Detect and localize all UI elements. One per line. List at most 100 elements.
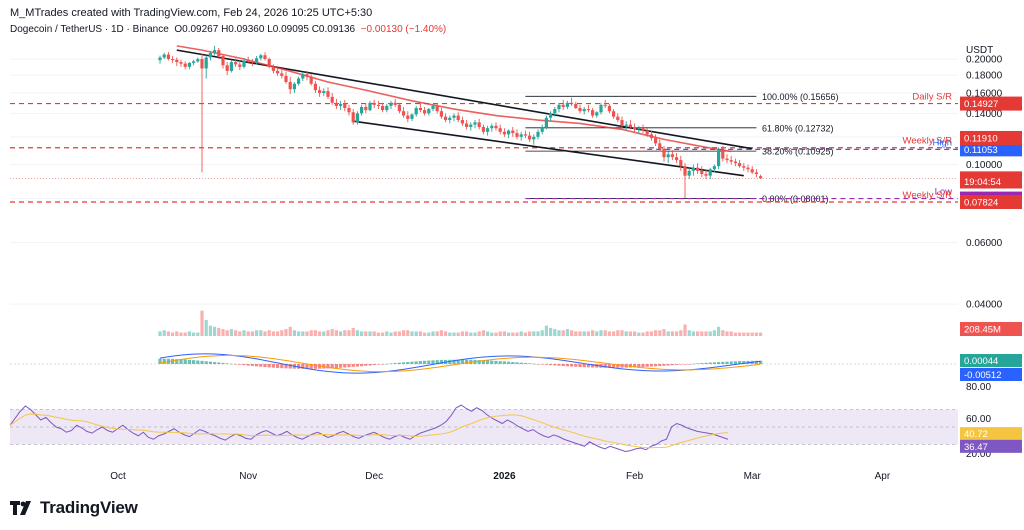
macd-histogram-bar: [196, 360, 200, 364]
macd-histogram-bar: [179, 359, 183, 364]
candle: [255, 56, 259, 65]
macd-histogram-bar: [259, 364, 263, 367]
candle: [649, 130, 653, 141]
volume-bar: [334, 330, 338, 336]
candle: [586, 104, 590, 113]
volume-bar: [725, 331, 729, 336]
candle: [712, 164, 716, 173]
tradingview-logo: TradingView: [10, 498, 138, 518]
candle: [309, 74, 313, 86]
candle-body: [410, 114, 414, 119]
volume-bar: [246, 331, 250, 336]
volume-bar: [263, 331, 267, 336]
volume-bar: [700, 331, 704, 336]
macd-histogram-bar: [406, 361, 410, 364]
candle-body: [242, 60, 246, 67]
volume-bar: [473, 332, 477, 336]
volume-bar: [217, 327, 221, 336]
candle-body: [565, 102, 569, 107]
volume-bar: [376, 332, 380, 336]
price-tag: [960, 130, 1022, 145]
volume-bar: [305, 331, 309, 336]
volume-bar: [389, 332, 393, 336]
macd-histogram-bar: [586, 364, 590, 368]
macd-histogram-bar: [544, 364, 548, 365]
candle: [204, 55, 208, 79]
candle: [284, 71, 288, 84]
volume-bar: [288, 326, 292, 336]
macd-histogram-bar: [221, 362, 225, 364]
sr-level-name: Daily S/R: [912, 92, 952, 103]
macd-histogram-bar: [691, 363, 695, 365]
macd-histogram-bar: [343, 364, 347, 368]
macd-histogram-bar: [553, 364, 557, 366]
candle: [259, 53, 263, 61]
candle-body: [414, 108, 418, 115]
macd-histogram-bar: [360, 364, 364, 367]
volume-bar: [229, 329, 233, 336]
sr-level-name: Low: [935, 187, 953, 198]
candle: [666, 151, 670, 164]
macd-histogram-bar: [460, 359, 464, 364]
macd-histogram-bar: [238, 364, 242, 365]
candle: [641, 124, 645, 134]
candle: [687, 167, 691, 179]
candle: [414, 105, 418, 117]
macd-histogram-bar: [700, 363, 704, 364]
candle-body: [192, 61, 196, 63]
macd-histogram-bar: [725, 361, 729, 364]
candle: [166, 51, 170, 61]
candle: [628, 120, 632, 130]
candle: [675, 152, 679, 164]
volume-bar: [301, 331, 305, 336]
price-chart[interactable]: USDT 100.00% (0.15656) 61.80% (0.12732) 38…: [0, 0, 1024, 495]
volume-bar: [498, 331, 502, 336]
macd-histogram-bar: [683, 364, 687, 365]
volume-bar: [452, 332, 456, 336]
time-tick-label: Nov: [239, 471, 257, 482]
candle-body: [234, 62, 238, 65]
volume-bar: [679, 330, 683, 336]
channel-lower-line: [353, 120, 744, 177]
macd-histogram-bar: [187, 359, 191, 364]
volume-bar: [339, 331, 343, 336]
candle: [486, 125, 490, 136]
candle: [570, 97, 574, 106]
level-lines: 100.00% (0.15656) 61.80% (0.12732) 38.20% …: [10, 92, 958, 204]
candle: [276, 67, 280, 76]
macd-histogram-bar: [528, 363, 532, 364]
macd-histogram-bar: [297, 364, 301, 369]
candle: [616, 113, 620, 123]
candle-body: [528, 135, 532, 140]
volume-bar: [662, 329, 666, 336]
macd-histogram-bar: [532, 363, 536, 365]
macd-histogram-bar: [607, 364, 611, 368]
volume-bar: [448, 332, 452, 336]
volume-tag-text: 208.45M: [964, 325, 1001, 336]
fib-level-label: 61.80% (0.12732): [762, 123, 834, 133]
candle-body: [196, 59, 200, 62]
candle-body: [280, 73, 284, 76]
candle: [397, 102, 401, 114]
price-tick-label: 0.04000: [966, 300, 1003, 311]
volume-bar: [397, 331, 401, 336]
volume-bar: [645, 331, 649, 336]
volume-bar: [213, 326, 217, 336]
candle-body: [431, 105, 435, 110]
candle-body: [393, 102, 397, 105]
candle-body: [389, 102, 393, 106]
candle-body: [330, 96, 334, 103]
volume-bar: [624, 331, 628, 336]
sr-value-tag: [960, 96, 1022, 111]
volume-bar: [544, 325, 548, 336]
volume-bar: [250, 331, 254, 336]
macd-histogram-bar: [490, 360, 494, 364]
volume-bar: [351, 327, 355, 336]
macd-histogram-bar: [393, 363, 397, 364]
price-tick-label: 0.10000: [966, 160, 1003, 171]
candle-body: [347, 108, 351, 113]
candle: [490, 123, 494, 132]
candle-body: [360, 106, 364, 114]
macd-histogram-bar: [515, 362, 519, 364]
candle: [171, 56, 175, 63]
